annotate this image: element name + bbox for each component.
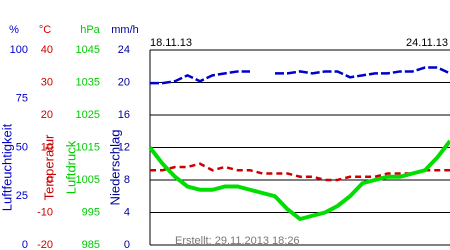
y-tick-label: 8 bbox=[124, 174, 130, 186]
y-tick-label: 1015 bbox=[76, 141, 100, 153]
y-tick-label: 10 bbox=[41, 141, 53, 153]
y-tick-label: 40 bbox=[41, 44, 53, 56]
y-tick-label: 995 bbox=[82, 206, 100, 218]
y-tick-label: 1005 bbox=[76, 174, 100, 186]
y-tick-label: 1035 bbox=[76, 76, 100, 88]
y-tick-label: 25 bbox=[16, 190, 28, 202]
y-tick-label: 16 bbox=[118, 109, 130, 121]
axis-title: Luftfeuchtigkeit bbox=[0, 123, 14, 211]
series-line bbox=[150, 162, 450, 182]
y-tick-label: 0 bbox=[47, 174, 53, 186]
y-tick-label: 100 bbox=[10, 44, 28, 56]
y-tick-label: 24 bbox=[118, 44, 130, 56]
axis-title: Temperatur bbox=[41, 134, 56, 200]
y-tick-label: 0 bbox=[22, 239, 28, 250]
y-tick-label: 0 bbox=[124, 239, 130, 250]
axis-unit: mm/h bbox=[111, 24, 139, 36]
y-tick-label: -20 bbox=[37, 239, 53, 250]
y-tick-label: 1045 bbox=[76, 44, 100, 56]
y-tick-label: 1025 bbox=[76, 109, 100, 121]
y-tick-label: 20 bbox=[41, 109, 53, 121]
end-date: 24.11.13 bbox=[406, 37, 448, 49]
axis-title: Niederschlag bbox=[107, 130, 122, 206]
y-tick-label: 4 bbox=[124, 206, 130, 218]
axis-unit: hPa bbox=[80, 24, 100, 36]
y-tick-label: 12 bbox=[118, 141, 130, 153]
y-tick-label: 985 bbox=[82, 239, 100, 250]
axis-unit: % bbox=[9, 24, 19, 36]
axis-title: Luftdruck bbox=[63, 140, 78, 194]
series-line bbox=[148, 139, 450, 222]
y-tick-label: 20 bbox=[118, 76, 130, 88]
series-line bbox=[150, 66, 450, 85]
start-date: 18.11.13 bbox=[150, 37, 192, 49]
y-tick-label: -10 bbox=[37, 206, 53, 218]
y-tick-label: 75 bbox=[16, 93, 28, 105]
axis-unit: °C bbox=[39, 24, 51, 36]
y-tick-label: 30 bbox=[41, 76, 53, 88]
footnote: Erstellt: 29.11.2013 18:26 bbox=[175, 235, 300, 247]
y-tick-label: 50 bbox=[16, 141, 28, 153]
